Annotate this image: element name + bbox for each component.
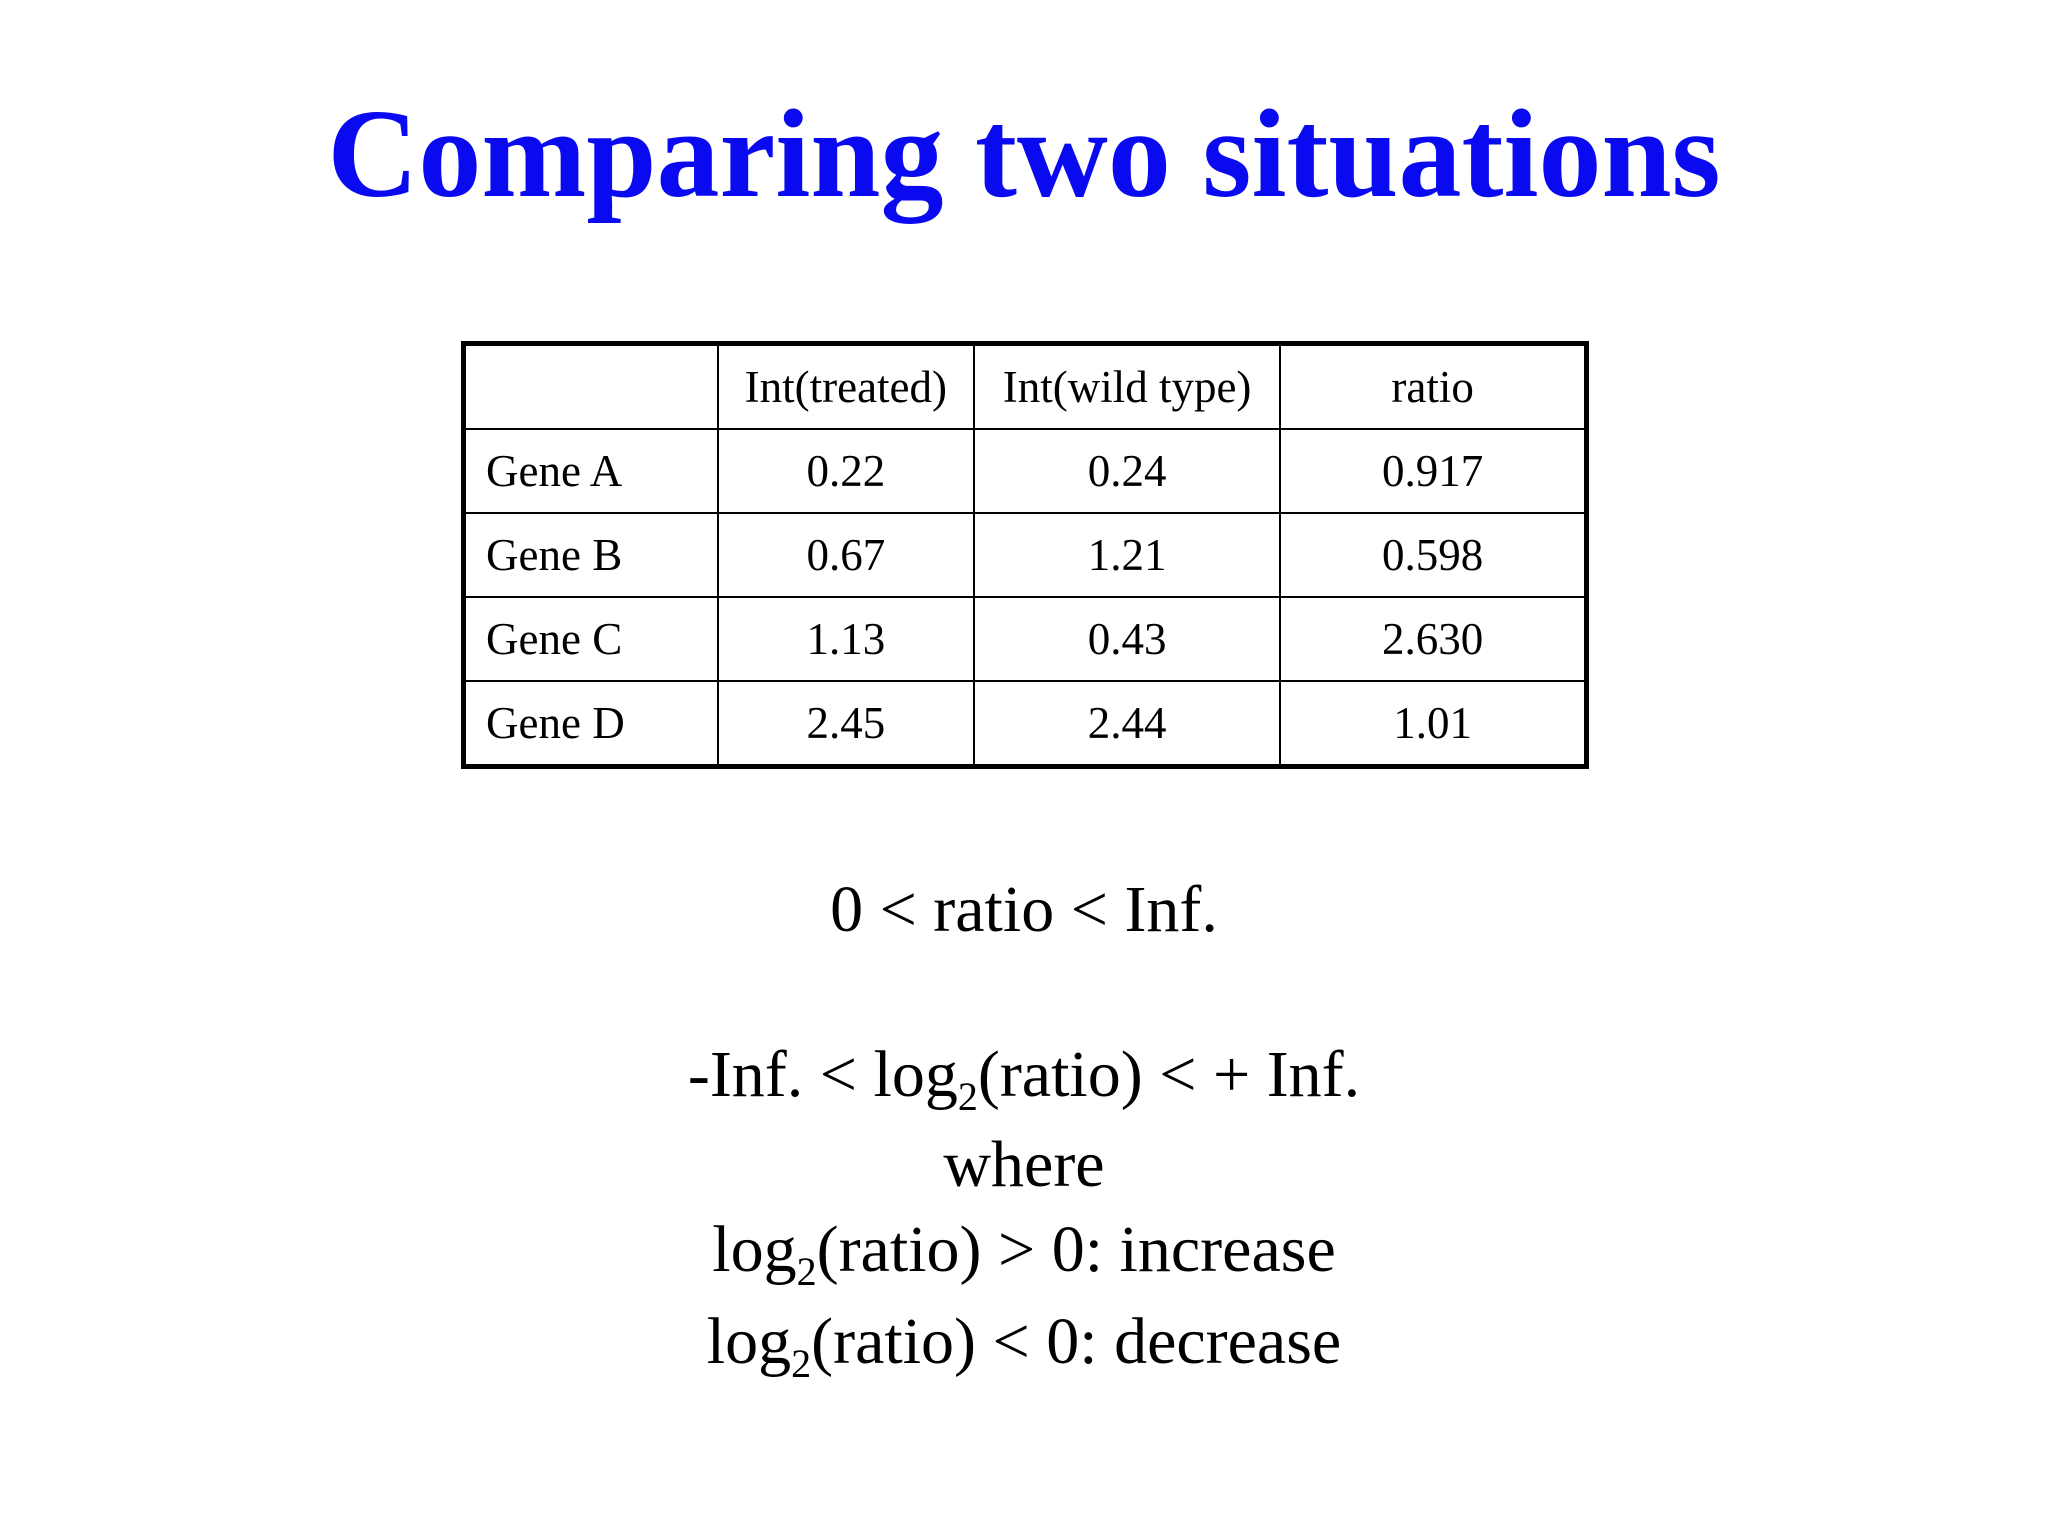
row-label-gene-c: Gene C xyxy=(462,596,719,682)
header-corner-cell xyxy=(462,342,719,430)
gene-ratio-table: Int(treated) Int(wild type) ratio Gene A… xyxy=(461,341,1589,769)
cell-ratio: 0.917 xyxy=(1279,428,1588,514)
increase-prefix: log xyxy=(712,1213,797,1286)
decrease-formula: log2(ratio) < 0: decrease xyxy=(0,1302,2048,1384)
increase-suffix: (ratio) > 0: increase xyxy=(816,1213,1336,1286)
row-label-gene-a: Gene A xyxy=(462,428,719,514)
cell-wild-type: 0.24 xyxy=(972,428,1282,514)
decrease-suffix: (ratio) < 0: decrease xyxy=(811,1305,1342,1378)
increase-formula: log2(ratio) > 0: increase xyxy=(0,1210,2048,1292)
table-row: Gene B 0.67 1.21 0.598 xyxy=(462,512,1588,598)
table-row: Gene A 0.22 0.24 0.917 xyxy=(462,428,1588,514)
log-range-suffix: (ratio) < + Inf. xyxy=(977,1038,1361,1111)
row-label-gene-b: Gene B xyxy=(462,512,719,598)
cell-treated: 1.13 xyxy=(716,596,975,682)
cell-ratio: 1.01 xyxy=(1279,680,1588,768)
cell-treated: 0.22 xyxy=(716,428,975,514)
slide-title: Comparing two situations xyxy=(327,85,1721,224)
log-range-prefix: -Inf. < log xyxy=(687,1038,958,1111)
table-header-row: Int(treated) Int(wild type) ratio xyxy=(462,342,1588,430)
log-range-formula: -Inf. < log2(ratio) < + Inf. xyxy=(0,1035,2048,1117)
cell-ratio: 0.598 xyxy=(1279,512,1588,598)
header-int-wild-type: Int(wild type) xyxy=(972,342,1282,430)
decrease-subscript: 2 xyxy=(791,1341,812,1386)
ratio-range-formula: 0 < ratio < Inf. xyxy=(830,873,1218,946)
table-row: Gene D 2.45 2.44 1.01 xyxy=(462,680,1588,768)
header-int-treated: Int(treated) xyxy=(716,342,975,430)
row-label-gene-d: Gene D xyxy=(462,680,719,768)
log-range-subscript: 2 xyxy=(957,1074,978,1119)
header-ratio: ratio xyxy=(1279,342,1588,430)
cell-treated: 2.45 xyxy=(716,680,975,768)
table-row: Gene C 1.13 0.43 2.630 xyxy=(462,596,1588,682)
decrease-prefix: log xyxy=(706,1305,792,1378)
where-text: where xyxy=(943,1128,1105,1201)
cell-wild-type: 1.21 xyxy=(972,512,1282,598)
cell-wild-type: 2.44 xyxy=(972,680,1282,768)
cell-ratio: 2.630 xyxy=(1279,596,1588,682)
increase-subscript: 2 xyxy=(796,1249,817,1294)
cell-wild-type: 0.43 xyxy=(972,596,1282,682)
cell-treated: 0.67 xyxy=(716,512,975,598)
